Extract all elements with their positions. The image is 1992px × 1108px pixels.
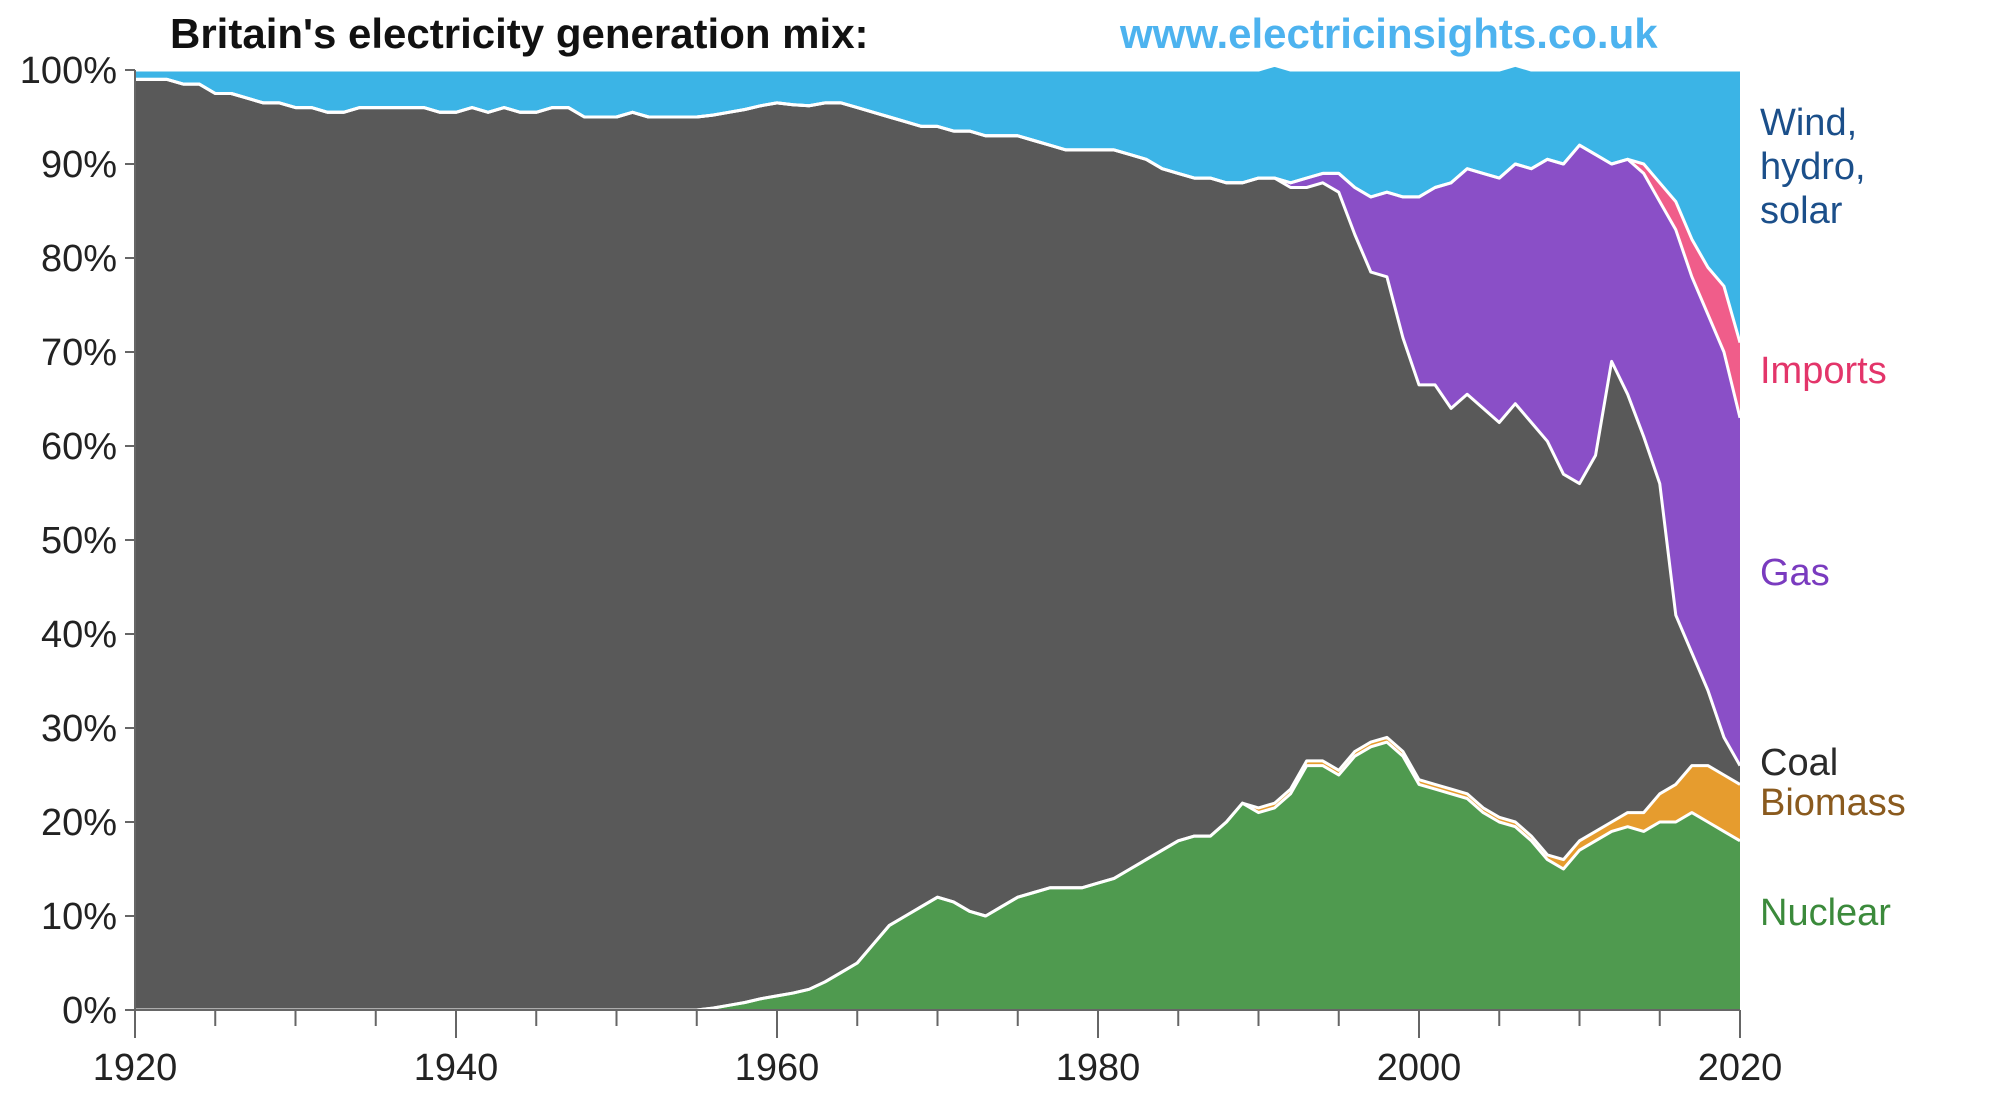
x-tick-label: 1920 xyxy=(93,1047,178,1089)
y-tick-label: 80% xyxy=(41,238,117,280)
x-tick-label: 1960 xyxy=(735,1047,820,1089)
x-tick-label: 2000 xyxy=(1377,1047,1462,1089)
legend-label: Nuclear xyxy=(1760,892,1891,934)
legend-label: hydro, xyxy=(1760,146,1866,188)
legend-label: solar xyxy=(1760,190,1843,232)
legend-label: Gas xyxy=(1760,552,1830,594)
y-tick-label: 0% xyxy=(62,990,117,1032)
stacked-area-chart: 0% 10% 20% 30% 40% 50% 60% 70% 80% 90% 100% 1920 194… xyxy=(0,0,1992,1108)
x-tick-label: 1980 xyxy=(1056,1047,1141,1089)
x-tick-label: 1940 xyxy=(414,1047,499,1089)
y-tick-label: 30% xyxy=(41,708,117,750)
y-tick-label: 60% xyxy=(41,426,117,468)
legend-label: Wind, xyxy=(1760,102,1857,144)
y-tick-label: 90% xyxy=(41,144,117,186)
y-tick-label: 70% xyxy=(41,332,117,374)
legend-label: Biomass xyxy=(1760,782,1906,824)
y-tick-label: 20% xyxy=(41,802,117,844)
y-tick-label: 10% xyxy=(41,896,117,938)
legend-label: Imports xyxy=(1760,350,1887,392)
y-tick-label: 50% xyxy=(41,520,117,562)
y-tick-label: 100% xyxy=(20,50,117,92)
chart-url[interactable]: www.electricinsights.co.uk xyxy=(1119,10,1658,57)
y-tick-label: 40% xyxy=(41,614,117,656)
legend-label: Coal xyxy=(1760,742,1838,784)
x-tick-label: 2020 xyxy=(1698,1047,1783,1089)
chart-title: Britain's electricity generation mix: xyxy=(170,10,869,57)
